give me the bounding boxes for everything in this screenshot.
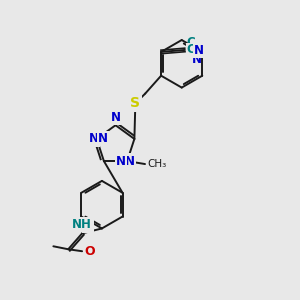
Text: N: N: [99, 132, 109, 146]
Text: N: N: [83, 219, 93, 232]
Text: O: O: [84, 245, 95, 258]
Text: N: N: [110, 111, 121, 124]
Text: N: N: [110, 110, 121, 123]
Text: N: N: [116, 154, 126, 168]
Text: N: N: [110, 110, 121, 123]
Text: O: O: [84, 245, 95, 258]
Text: H: H: [71, 219, 81, 232]
Text: S: S: [130, 96, 140, 110]
Text: C: C: [187, 44, 196, 56]
Text: CH₃: CH₃: [147, 159, 166, 169]
Text: C: C: [186, 36, 195, 49]
Text: N: N: [125, 154, 135, 168]
Text: N: N: [194, 44, 204, 57]
Text: N: N: [115, 154, 125, 168]
Text: N: N: [192, 53, 202, 66]
Text: S: S: [130, 96, 140, 110]
Text: N: N: [98, 132, 108, 146]
Text: NH: NH: [72, 218, 92, 231]
Text: N: N: [89, 132, 99, 146]
